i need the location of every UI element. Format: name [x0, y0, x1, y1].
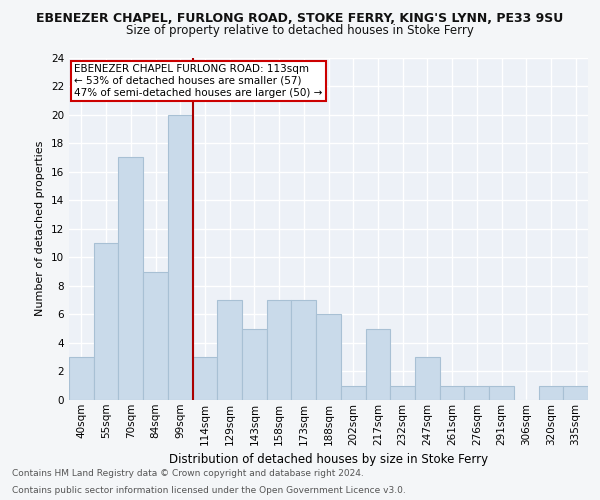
Bar: [94, 243, 118, 400]
Text: Size of property relative to detached houses in Stoke Ferry: Size of property relative to detached ho…: [126, 24, 474, 37]
Bar: [464, 386, 489, 400]
Bar: [118, 158, 143, 400]
Bar: [316, 314, 341, 400]
Bar: [440, 386, 464, 400]
Bar: [168, 114, 193, 400]
Text: EBENEZER CHAPEL FURLONG ROAD: 113sqm
← 53% of detached houses are smaller (57)
4: EBENEZER CHAPEL FURLONG ROAD: 113sqm ← 5…: [74, 64, 323, 98]
Y-axis label: Number of detached properties: Number of detached properties: [35, 141, 46, 316]
Bar: [217, 300, 242, 400]
Text: Contains HM Land Registry data © Crown copyright and database right 2024.: Contains HM Land Registry data © Crown c…: [12, 468, 364, 477]
Bar: [415, 357, 440, 400]
Bar: [242, 328, 267, 400]
Bar: [489, 386, 514, 400]
Text: Contains public sector information licensed under the Open Government Licence v3: Contains public sector information licen…: [12, 486, 406, 495]
Bar: [539, 386, 563, 400]
Bar: [341, 386, 365, 400]
X-axis label: Distribution of detached houses by size in Stoke Ferry: Distribution of detached houses by size …: [169, 453, 488, 466]
Bar: [69, 357, 94, 400]
Bar: [267, 300, 292, 400]
Text: EBENEZER CHAPEL, FURLONG ROAD, STOKE FERRY, KING'S LYNN, PE33 9SU: EBENEZER CHAPEL, FURLONG ROAD, STOKE FER…: [37, 12, 563, 26]
Bar: [143, 272, 168, 400]
Bar: [390, 386, 415, 400]
Bar: [193, 357, 217, 400]
Bar: [563, 386, 588, 400]
Bar: [365, 328, 390, 400]
Bar: [292, 300, 316, 400]
